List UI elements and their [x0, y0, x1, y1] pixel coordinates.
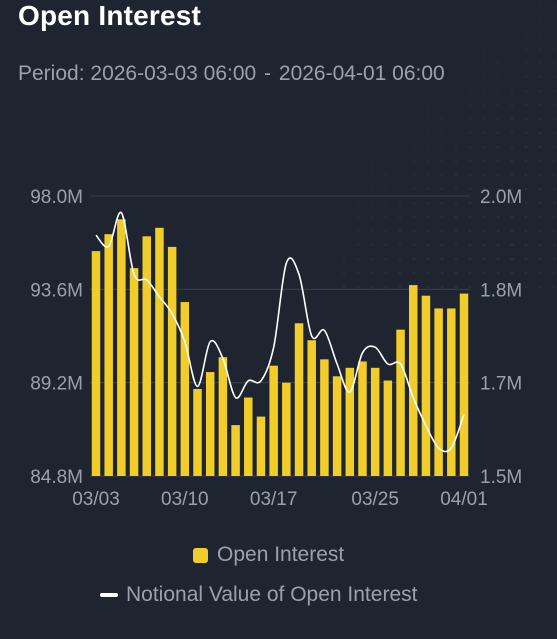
bar	[383, 380, 393, 476]
bar	[345, 367, 355, 476]
legend-label-open-interest: Open Interest	[217, 543, 345, 566]
x-tick-label: 03/03	[72, 489, 120, 510]
bar	[269, 365, 278, 476]
bar	[447, 308, 456, 476]
bar	[396, 329, 405, 476]
legend-swatch-bar	[193, 547, 208, 563]
bar	[358, 361, 367, 476]
line-series	[95, 211, 465, 453]
bar-series	[91, 219, 469, 477]
bar	[459, 293, 469, 476]
bar	[218, 357, 228, 476]
bar	[332, 376, 342, 476]
bar	[231, 425, 240, 476]
bar	[370, 367, 380, 476]
bar	[244, 397, 253, 476]
y-right-tick-label: 1.5M	[480, 467, 522, 488]
y-left-tick-label: 89.2M	[30, 374, 83, 395]
bar	[117, 219, 126, 477]
bar	[256, 416, 266, 476]
period-text: Period: 2026-03-03 06:00 - 2026-04-01 06…	[18, 62, 445, 86]
y-left-tick-label: 84.8M	[30, 467, 83, 488]
bar	[294, 323, 304, 476]
bar	[307, 340, 316, 476]
x-tick-label: 03/17	[250, 489, 298, 510]
y-left-tick-label: 98.0M	[30, 187, 83, 208]
y-left-tick-label: 93.6M	[30, 280, 83, 301]
period-label: Period:	[18, 62, 85, 85]
y-right-tick-label: 1.7M	[480, 374, 522, 395]
bar	[193, 389, 202, 476]
chart-title: Open Interest	[18, 0, 202, 31]
bar	[408, 285, 418, 476]
background-dot-pattern	[337, 0, 557, 300]
y-right-tick-label: 2.0M	[480, 187, 522, 208]
axis-labels: 98.0M 2.0M 93.6M 1.8M 89.2M 1.7M 84.8M 1.5M 03/0…	[30, 187, 522, 510]
bar	[434, 308, 443, 476]
bar	[155, 227, 164, 476]
y-right-tick-label: 1.8M	[480, 280, 522, 301]
bar	[421, 295, 431, 476]
bar	[104, 234, 113, 476]
bar	[180, 302, 190, 476]
legend-swatch-line	[100, 593, 118, 597]
x-tick-label: 04/01	[440, 489, 488, 510]
x-tick-label: 03/10	[161, 489, 209, 510]
bar	[282, 382, 291, 476]
bar	[142, 236, 152, 476]
bar	[167, 246, 177, 476]
bar	[91, 251, 101, 476]
legend-label-notional-value: Notional Value of Open Interest	[126, 583, 418, 606]
bar	[320, 359, 329, 476]
notional-value-line	[95, 211, 465, 453]
bar	[205, 372, 215, 476]
legend-item-notional-value[interactable]: Notional Value of Open Interest	[100, 583, 417, 607]
period-separator: -	[264, 62, 272, 85]
bar	[129, 268, 139, 476]
period-start: 2026-03-03 06:00	[90, 62, 257, 85]
period-end: 2026-04-01 06:00	[278, 62, 445, 85]
x-tick-label: 03/25	[351, 489, 399, 510]
legend-item-open-interest[interactable]: Open Interest	[193, 543, 344, 567]
